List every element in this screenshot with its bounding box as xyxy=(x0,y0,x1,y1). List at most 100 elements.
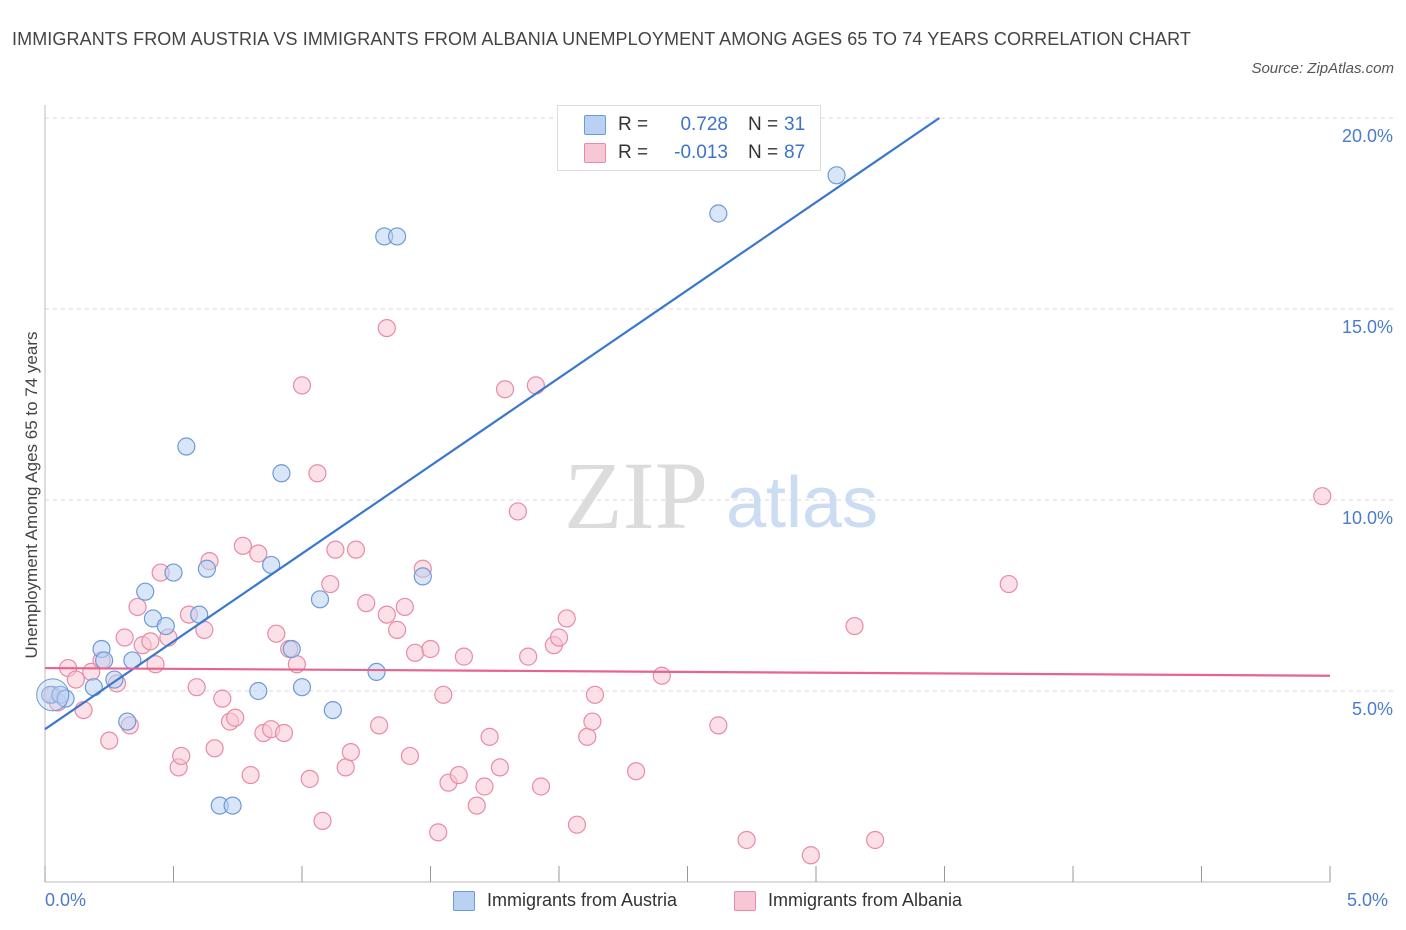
series-legend-albania: Immigrants from Albania xyxy=(734,890,962,911)
y-tick-label: 10.0% xyxy=(1342,508,1393,528)
austria-point xyxy=(282,639,301,659)
albania-point xyxy=(377,319,396,338)
legend-r-value-austria: 0.728 xyxy=(680,114,728,135)
x-tick-label-min: 0.0% xyxy=(45,890,87,910)
albania-point xyxy=(737,830,756,850)
chart-axes xyxy=(44,105,1331,883)
albania-point xyxy=(357,594,376,613)
albania-point xyxy=(454,647,474,666)
series-swatch-austria xyxy=(453,890,475,911)
albania-point xyxy=(1313,487,1332,506)
albania-point xyxy=(585,685,605,704)
albania-point xyxy=(866,830,885,850)
albania-point xyxy=(336,758,355,777)
albania-point xyxy=(490,758,509,777)
albania-points xyxy=(43,319,1332,865)
series-label-austria: Immigrants from Austria xyxy=(487,890,678,910)
legend-r-label: R = xyxy=(618,142,649,163)
austria-point xyxy=(709,204,728,223)
austria-point xyxy=(827,166,846,185)
albania-point xyxy=(400,746,420,766)
chart-title: IMMIGRANTS FROM AUSTRIA VS IMMIGRANTS FR… xyxy=(12,29,1191,49)
albania-point xyxy=(377,605,396,624)
albania-point xyxy=(549,628,569,647)
albania-point xyxy=(387,620,407,639)
albania-point xyxy=(845,616,864,636)
austria-point xyxy=(367,662,386,682)
austria-point xyxy=(156,616,175,636)
albania-point xyxy=(508,502,527,521)
albania-point xyxy=(267,624,286,643)
austria-point xyxy=(177,437,196,456)
austria-point xyxy=(223,796,242,815)
austria-points xyxy=(36,166,846,815)
austria-point xyxy=(136,582,155,601)
austria-cluster-point xyxy=(36,678,70,712)
albania-point xyxy=(801,846,820,865)
austria-point xyxy=(387,227,407,246)
austria-point xyxy=(292,678,312,697)
y-tick-label: 15.0% xyxy=(1342,317,1393,337)
legend-row-austria: R = 0.728 N = 31 xyxy=(584,113,805,137)
albania-point xyxy=(300,769,319,788)
austria-trend-line xyxy=(44,117,940,731)
albania-point xyxy=(308,464,327,483)
albania-point xyxy=(66,670,85,689)
legend-swatch-albania xyxy=(584,143,606,163)
albania-point xyxy=(128,597,147,617)
austria-point xyxy=(249,681,268,701)
austria-point xyxy=(323,700,342,720)
albania-point xyxy=(341,743,360,762)
austria-point xyxy=(95,651,114,670)
albania-point xyxy=(999,574,1018,594)
y-tick-label: 5.0% xyxy=(1352,699,1393,719)
albania-point xyxy=(274,723,294,743)
albania-point xyxy=(292,376,312,395)
austria-point xyxy=(413,567,432,586)
legend-n-value-albania: 87 xyxy=(784,142,806,163)
y-tick-label: 20.0% xyxy=(1342,126,1393,146)
watermark-zip: ZIP xyxy=(564,442,708,549)
albania-point xyxy=(226,708,245,727)
albania-point xyxy=(421,639,440,659)
trend-lines xyxy=(44,117,1331,731)
y-axis-label: Unemployment Among Ages 65 to 74 years xyxy=(22,331,41,659)
albania-point xyxy=(241,765,260,785)
albania-point xyxy=(370,716,389,735)
albania-point xyxy=(346,540,366,559)
albania-point xyxy=(652,666,671,685)
albania-point xyxy=(141,632,160,651)
albania-point xyxy=(429,823,448,842)
austria-point xyxy=(84,678,103,697)
albania-point xyxy=(405,643,425,662)
zipatlas-watermark: ZIP atlas xyxy=(564,442,878,549)
albania-point xyxy=(583,712,602,731)
albania-point xyxy=(115,628,134,647)
albania-point xyxy=(519,647,538,666)
albania-point xyxy=(578,727,597,746)
albania-trend-line xyxy=(44,666,1331,677)
series-swatch-albania xyxy=(734,890,756,911)
albania-point xyxy=(526,376,545,395)
albania-point xyxy=(626,762,646,781)
legend-r-value-albania: -0.013 xyxy=(674,142,728,163)
watermark-atlas: atlas xyxy=(726,463,878,543)
albania-point xyxy=(321,574,340,594)
chart-source: Source: ZipAtlas.com xyxy=(1251,60,1394,77)
albania-point xyxy=(480,727,499,746)
albania-point xyxy=(187,678,206,697)
legend-n-label: N = xyxy=(748,114,779,135)
austria-point xyxy=(118,712,137,731)
albania-point xyxy=(531,777,551,796)
albania-point xyxy=(709,716,728,735)
albania-point xyxy=(449,765,468,785)
correlation-legend: R = 0.728 N = 31 R = -0.013 N = 87 xyxy=(557,105,821,171)
albania-point xyxy=(475,777,494,796)
y-tick-labels: 5.0% 10.0% 15.0% 20.0% xyxy=(1342,126,1393,719)
series-label-albania: Immigrants from Albania xyxy=(768,890,963,910)
albania-point xyxy=(205,739,224,758)
albania-point xyxy=(100,731,119,750)
austria-point xyxy=(56,689,75,708)
legend-swatch-austria xyxy=(584,115,606,135)
albania-point xyxy=(467,796,486,815)
